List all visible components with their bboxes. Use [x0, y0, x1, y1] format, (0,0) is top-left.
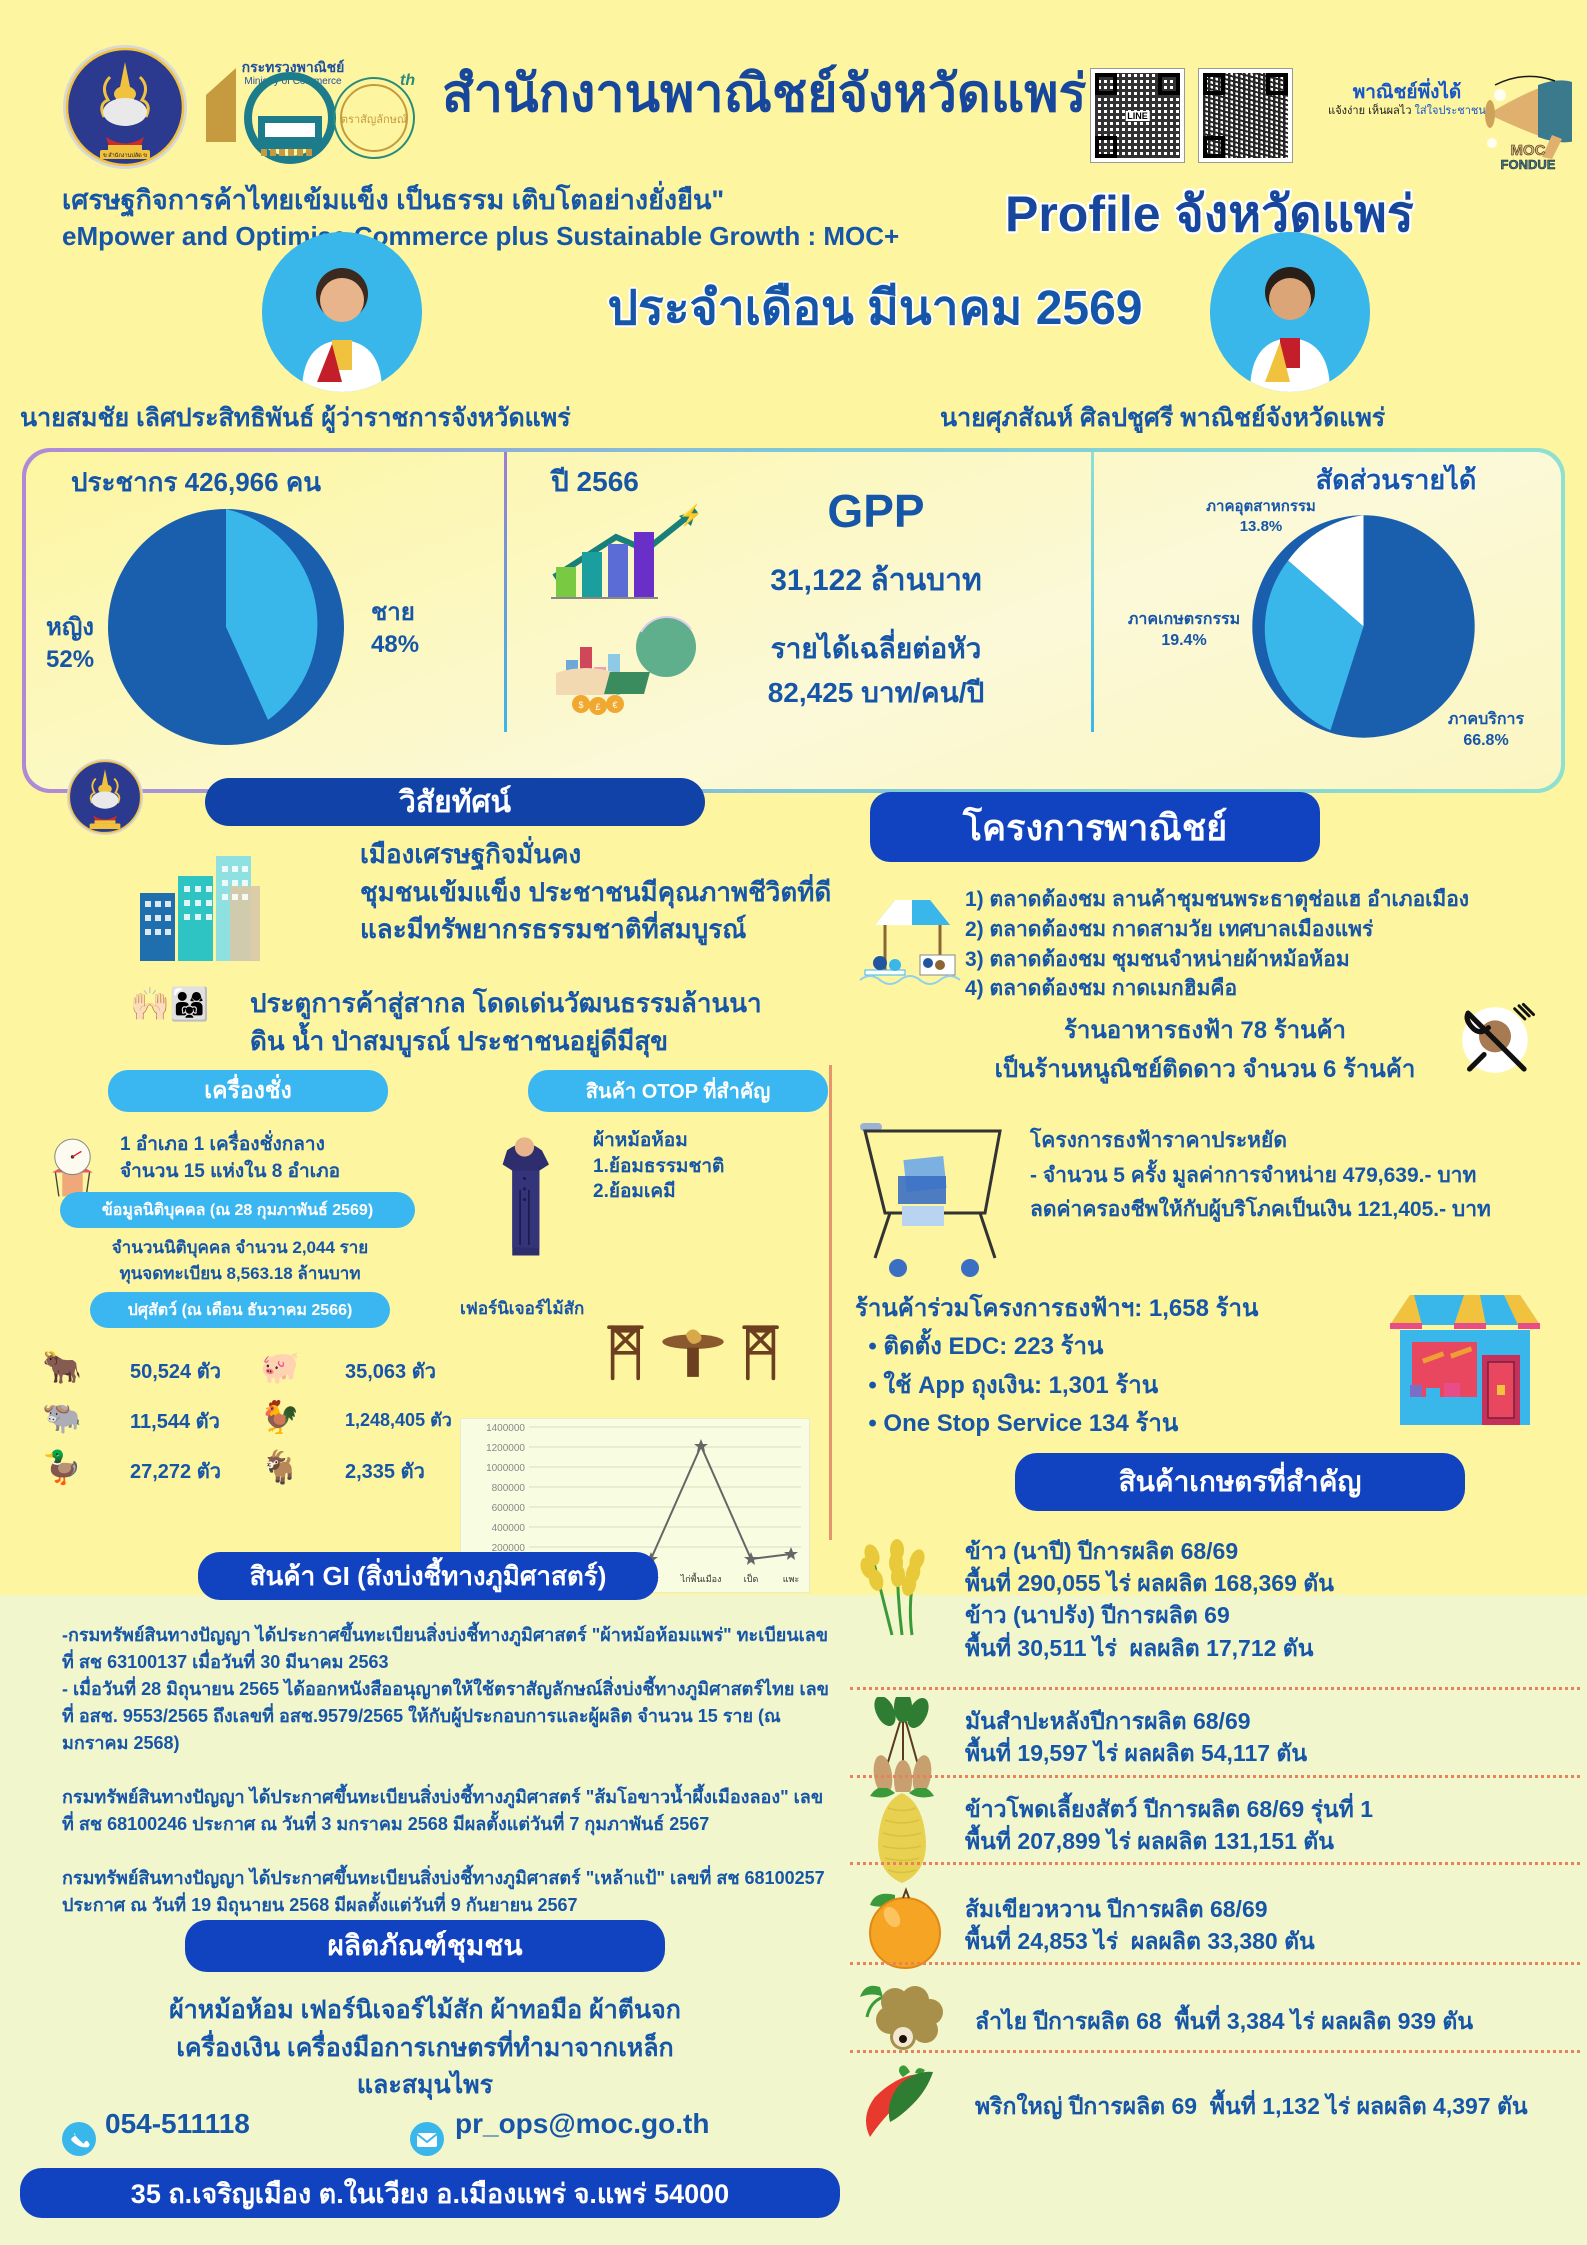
- svg-text:1000000: 1000000: [486, 1463, 525, 1474]
- svg-text:แจ้งง่าย เห็นผลไว ใส่ใจประชาชน: แจ้งง่าย เห็นผลไว ใส่ใจประชาชน: [1328, 103, 1486, 117]
- svg-text:600000: 600000: [492, 1503, 526, 1514]
- svg-text:ตราสัญลักษณ์: ตราสัญลักษณ์: [341, 113, 407, 126]
- svg-text:1400000: 1400000: [486, 1423, 525, 1434]
- svg-text:400000: 400000: [492, 1523, 526, 1534]
- svg-text:£: £: [595, 702, 600, 712]
- svg-text:ไก่พื้นเมือง: ไก่พื้นเมือง: [680, 1572, 722, 1584]
- svg-text:€: €: [612, 700, 617, 710]
- svg-text:th: th: [400, 72, 415, 89]
- svg-text:แพะ: แพะ: [783, 1574, 800, 1584]
- svg-text:ข สำนักงานปลัด ข: ข สำนักงานปลัด ข: [103, 152, 147, 159]
- svg-text:$: $: [578, 700, 583, 710]
- svg-text:⚡: ⚡: [678, 503, 703, 527]
- svg-text:FONDUE: FONDUE: [1501, 157, 1556, 172]
- svg-text:800000: 800000: [492, 1483, 526, 1494]
- svg-text:เป็ด: เป็ด: [744, 1572, 759, 1584]
- svg-text:พาณิชย์พึ่งได้: พาณิชย์พึ่งได้: [1353, 78, 1462, 103]
- svg-text:1200000: 1200000: [486, 1443, 525, 1454]
